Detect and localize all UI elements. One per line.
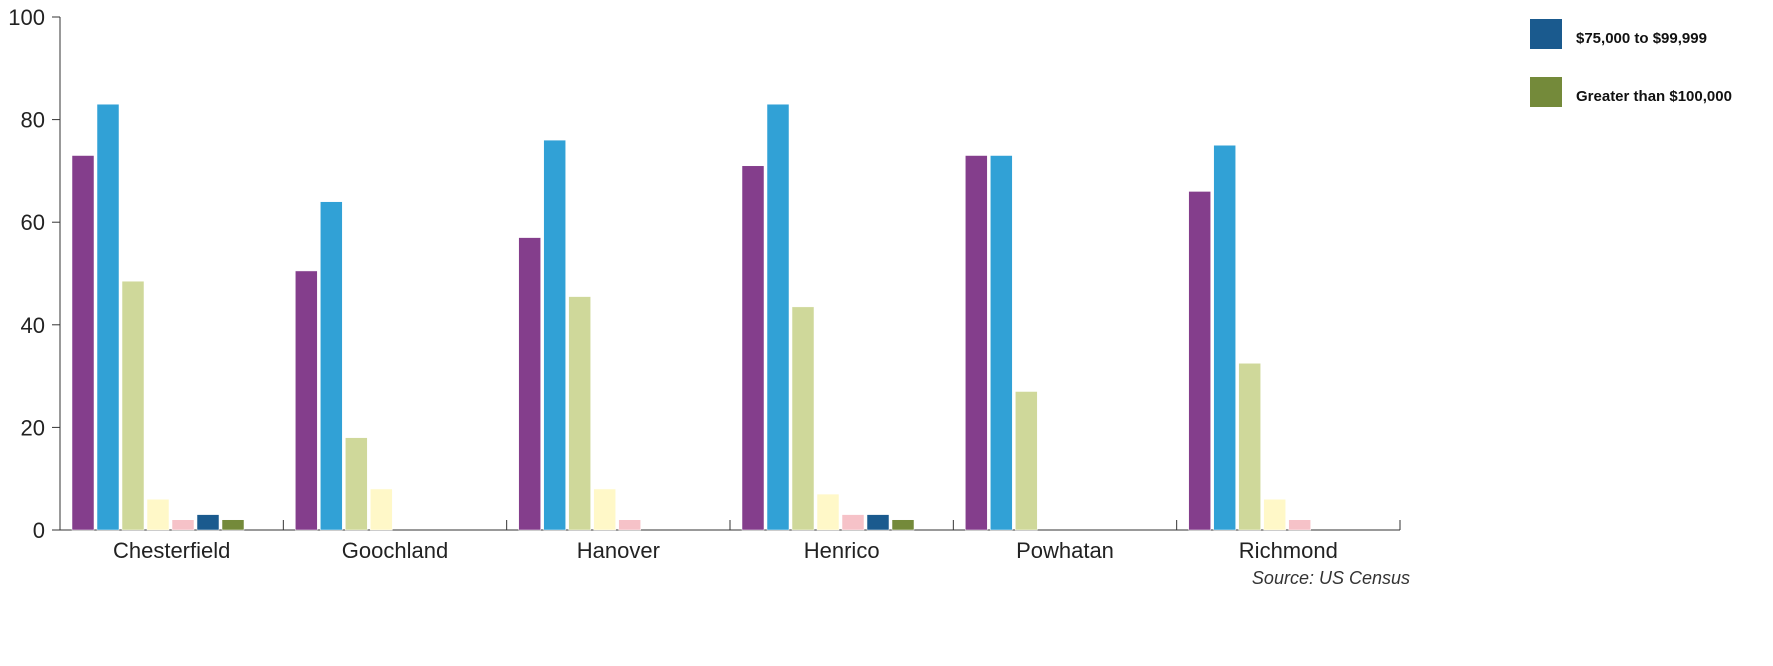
bar	[295, 270, 318, 531]
bar	[71, 155, 95, 531]
y-tick-label: 100	[8, 5, 45, 30]
bar	[370, 488, 393, 531]
bar	[345, 437, 368, 531]
bar	[171, 519, 195, 531]
legend-swatch	[1530, 77, 1562, 107]
legend-label: Greater than $100,000	[1576, 87, 1732, 105]
bar	[1288, 519, 1311, 531]
bar	[816, 493, 840, 531]
bar	[121, 280, 145, 531]
legend-item-greater-than-100000: Greater than $100,000	[1530, 77, 1732, 107]
bar	[1238, 363, 1261, 531]
source-note: Source: US Census	[1252, 568, 1410, 588]
bar	[791, 306, 815, 531]
x-tick-label: Goochland	[342, 538, 448, 563]
legend-item-75000-to-99999: $75,000 to $99,999	[1530, 19, 1732, 49]
bar	[1213, 145, 1236, 531]
bar	[766, 103, 790, 531]
bar	[518, 237, 541, 531]
bars	[71, 103, 1311, 531]
x-tick-label: Henrico	[804, 538, 880, 563]
bar	[196, 514, 220, 531]
bar	[1263, 498, 1286, 531]
bar	[320, 201, 343, 531]
bar	[891, 519, 915, 531]
legend: $75,000 to $99,999 Greater than $100,000	[1530, 19, 1732, 136]
bar	[1188, 191, 1211, 531]
y-tick-label: 0	[33, 518, 45, 543]
bar	[1015, 391, 1038, 531]
bar	[841, 514, 865, 531]
y-axis: 0 20 40 60 80 100	[8, 5, 61, 543]
x-axis: Chesterfield Goochland Hanover Henrico Powha…	[59, 520, 1401, 563]
y-tick-label: 40	[21, 313, 45, 338]
x-tick-label: Hanover	[577, 538, 660, 563]
bar	[618, 519, 641, 531]
y-tick-label: 60	[21, 210, 45, 235]
bar	[965, 155, 988, 531]
bar	[990, 155, 1013, 531]
bar	[593, 488, 616, 531]
bar	[96, 103, 120, 531]
bar	[221, 519, 245, 531]
bar	[146, 498, 170, 531]
bar	[866, 514, 890, 531]
legend-label: $75,000 to $99,999	[1576, 29, 1707, 47]
x-tick-label: Chesterfield	[113, 538, 230, 563]
x-tick-label: Powhatan	[1016, 538, 1114, 563]
bar	[543, 139, 566, 531]
x-tick-label: Richmond	[1239, 538, 1338, 563]
legend-swatch	[1530, 19, 1562, 49]
bar	[741, 165, 765, 531]
y-tick-label: 20	[21, 415, 45, 440]
y-tick-label: 80	[21, 108, 45, 133]
bar	[568, 296, 591, 531]
